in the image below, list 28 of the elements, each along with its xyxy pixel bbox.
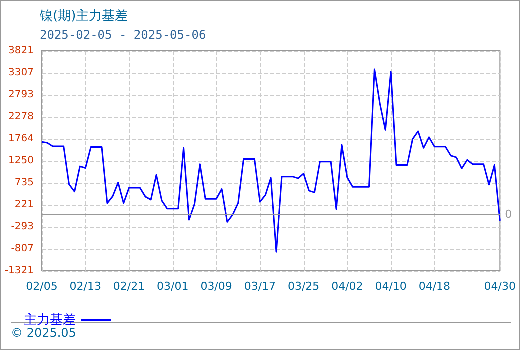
ref-line-label: 0 <box>505 208 512 221</box>
x-tick-label: 03/17 <box>244 280 276 293</box>
text: © 2025.05 <box>11 326 76 340</box>
y-tick-label: -293 <box>11 222 34 233</box>
line-series <box>41 68 501 253</box>
x-tick-label: 02/05 <box>26 280 58 293</box>
y-tick-label: -1321 <box>4 266 34 276</box>
y-tick-label: 1250 <box>8 156 34 166</box>
x-tick-label: 04/18 <box>418 280 451 293</box>
y-tick-label: 221 <box>14 200 34 211</box>
x-tick-label: 02/21 <box>113 280 146 293</box>
x-tick-label: 04/02 <box>332 280 364 293</box>
x-tick-label: 03/09 <box>200 280 232 293</box>
y-tick-label: 2793 <box>8 89 34 100</box>
y-tick-label: 735 <box>14 178 34 189</box>
x-tick-label: 02/13 <box>70 280 102 293</box>
y-tick-label: 1764 <box>8 134 34 145</box>
x-tick-label: 03/01 <box>157 280 189 293</box>
chart-title: 镍(期)主力基差 <box>39 8 128 24</box>
x-tick-label: 04/10 <box>375 280 407 293</box>
x-tick-label: 04/30 <box>484 280 516 293</box>
y-tick-label: -807 <box>11 244 34 255</box>
legend-label: 主力基差 <box>24 312 76 328</box>
y-tick-label: 3307 <box>8 67 34 78</box>
chart-subtitle: 2025-02-05 - 2025-05-06 <box>40 28 206 42</box>
y-tick-label: 2278 <box>8 112 34 123</box>
y-tick-label: 3821 <box>8 46 34 56</box>
x-tick-label: 03/25 <box>288 280 320 293</box>
